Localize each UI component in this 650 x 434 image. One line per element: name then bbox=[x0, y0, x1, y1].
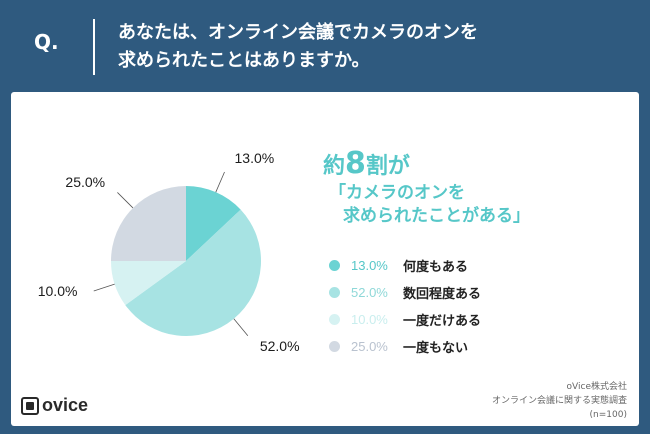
pie-chart bbox=[93, 171, 261, 336]
pie-slice-4 bbox=[111, 186, 186, 261]
legend-swatch bbox=[329, 341, 340, 352]
ovice-logo: ovice bbox=[21, 395, 88, 416]
source-company: oVice株式会社 bbox=[566, 382, 627, 392]
leader-line-1 bbox=[215, 171, 225, 193]
headline-suffix: 割が bbox=[365, 154, 410, 179]
header-bar: Q. あなたは、オンライン会議でカメラのオンを 求められたことはありますか。 bbox=[0, 0, 650, 92]
legend-value: 13.0% bbox=[351, 258, 388, 273]
source-sample-size: (n=100) bbox=[589, 410, 627, 420]
pie-slice-3 bbox=[111, 261, 186, 306]
question-text: あなたは、オンライン会議でカメラのオンを 求められたことはありますか。 bbox=[118, 22, 478, 71]
legend: 13.0% 何度もある 52.0% 数回程度ある 10.0% 一度だけある 25.0% 一度も… bbox=[329, 252, 589, 360]
headline-prefix: 約 bbox=[323, 154, 346, 179]
headline-number: 8 bbox=[345, 146, 366, 181]
legend-label: 数回程度ある bbox=[403, 287, 482, 302]
headline-line2: 「カメラのオンを bbox=[329, 183, 465, 203]
header-divider bbox=[93, 19, 95, 75]
legend-label: 一度もない bbox=[403, 341, 469, 356]
slice-value-label-3: 10.0% bbox=[37, 282, 78, 299]
headline-line1: 約8割が bbox=[323, 149, 623, 182]
pie-slice-1 bbox=[186, 186, 241, 261]
slice-value-label-2: 52.0% bbox=[259, 337, 300, 354]
ovice-logo-icon bbox=[21, 396, 39, 415]
ovice-logo-text: ovice bbox=[42, 395, 89, 415]
leader-line-3 bbox=[93, 283, 115, 292]
legend-swatch bbox=[329, 260, 340, 271]
slice-value-label-4: 25.0% bbox=[65, 174, 106, 191]
pie-slice-2 bbox=[125, 209, 261, 336]
legend-item: 25.0% 一度もない bbox=[329, 333, 589, 360]
legend-item: 13.0% 何度もある bbox=[329, 252, 589, 279]
legend-swatch bbox=[329, 314, 340, 325]
headline-line3: 求められたことがある」 bbox=[343, 206, 530, 226]
legend-value: 25.0% bbox=[351, 339, 388, 354]
leader-line-2 bbox=[233, 318, 249, 336]
legend-value: 10.0% bbox=[351, 312, 388, 327]
source-note: oVice株式会社 オンライン会議に関する実態調査 (n=100) bbox=[407, 380, 627, 422]
leader-line-4 bbox=[117, 192, 134, 209]
legend-value: 52.0% bbox=[351, 285, 388, 300]
legend-item: 10.0% 一度だけある bbox=[329, 306, 589, 333]
legend-label: 一度だけある bbox=[403, 314, 482, 329]
slice-value-label-1: 13.0% bbox=[234, 149, 275, 166]
source-survey: オンライン会議に関する実態調査 bbox=[491, 396, 627, 406]
legend-label: 何度もある bbox=[403, 260, 469, 275]
question-number: Q. bbox=[34, 30, 59, 54]
legend-swatch bbox=[329, 287, 340, 298]
headline: 約8割が 「カメラのオンを 求められたことがある」 bbox=[323, 149, 623, 228]
chart-card: 13.0% 52.0% 10.0% 25.0% 約8割が 「カメラのオンを 求められた… bbox=[11, 92, 639, 426]
legend-item: 52.0% 数回程度ある bbox=[329, 279, 589, 306]
